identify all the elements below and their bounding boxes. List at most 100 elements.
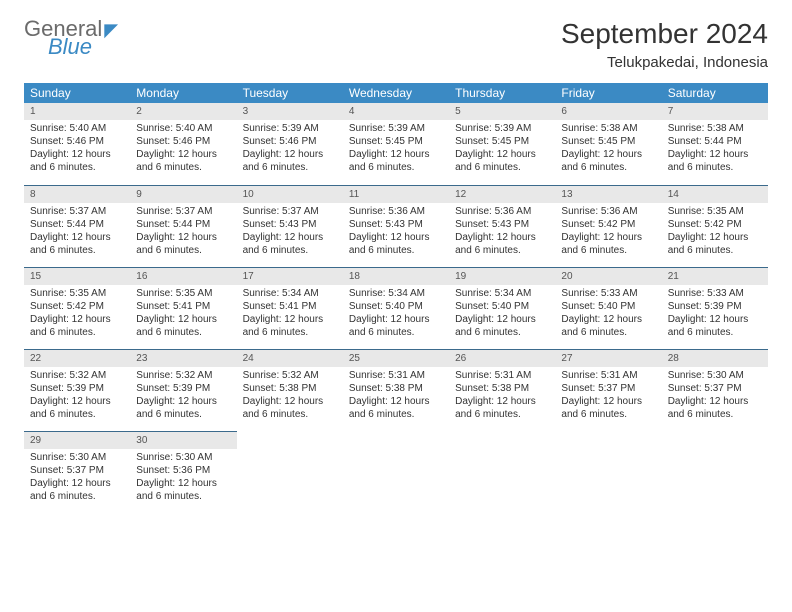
daylight-text: Daylight: 12 hours and 6 minutes. bbox=[455, 395, 549, 421]
sunrise-text: Sunrise: 5:35 AM bbox=[136, 287, 230, 300]
day-number: 22 bbox=[24, 349, 130, 367]
sunset-text: Sunset: 5:43 PM bbox=[243, 218, 337, 231]
sunset-text: Sunset: 5:38 PM bbox=[243, 382, 337, 395]
calendar-cell: 21Sunrise: 5:33 AMSunset: 5:39 PMDayligh… bbox=[662, 267, 768, 349]
calendar-row: 1Sunrise: 5:40 AMSunset: 5:46 PMDaylight… bbox=[24, 103, 768, 185]
calendar-cell: 10Sunrise: 5:37 AMSunset: 5:43 PMDayligh… bbox=[237, 185, 343, 267]
sunrise-text: Sunrise: 5:38 AM bbox=[668, 122, 762, 135]
sunrise-text: Sunrise: 5:32 AM bbox=[243, 369, 337, 382]
calendar-cell bbox=[343, 431, 449, 513]
calendar-cell: 14Sunrise: 5:35 AMSunset: 5:42 PMDayligh… bbox=[662, 185, 768, 267]
day-number: 27 bbox=[555, 349, 661, 367]
daylight-text: Daylight: 12 hours and 6 minutes. bbox=[668, 395, 762, 421]
sunset-text: Sunset: 5:46 PM bbox=[136, 135, 230, 148]
sunset-text: Sunset: 5:41 PM bbox=[243, 300, 337, 313]
daylight-text: Daylight: 12 hours and 6 minutes. bbox=[243, 313, 337, 339]
day-body: Sunrise: 5:35 AMSunset: 5:42 PMDaylight:… bbox=[662, 203, 768, 261]
day-number: 25 bbox=[343, 349, 449, 367]
calendar-cell: 26Sunrise: 5:31 AMSunset: 5:38 PMDayligh… bbox=[449, 349, 555, 431]
sunset-text: Sunset: 5:39 PM bbox=[136, 382, 230, 395]
calendar-row: 22Sunrise: 5:32 AMSunset: 5:39 PMDayligh… bbox=[24, 349, 768, 431]
sunset-text: Sunset: 5:44 PM bbox=[136, 218, 230, 231]
day-body: Sunrise: 5:33 AMSunset: 5:40 PMDaylight:… bbox=[555, 285, 661, 343]
sunset-text: Sunset: 5:37 PM bbox=[561, 382, 655, 395]
day-number: 29 bbox=[24, 431, 130, 449]
day-number: 10 bbox=[237, 185, 343, 203]
sunset-text: Sunset: 5:45 PM bbox=[349, 135, 443, 148]
day-number: 17 bbox=[237, 267, 343, 285]
calendar-cell: 28Sunrise: 5:30 AMSunset: 5:37 PMDayligh… bbox=[662, 349, 768, 431]
day-number: 15 bbox=[24, 267, 130, 285]
day-body: Sunrise: 5:39 AMSunset: 5:45 PMDaylight:… bbox=[343, 120, 449, 178]
sunset-text: Sunset: 5:43 PM bbox=[349, 218, 443, 231]
sunset-text: Sunset: 5:38 PM bbox=[455, 382, 549, 395]
sunrise-text: Sunrise: 5:31 AM bbox=[349, 369, 443, 382]
daylight-text: Daylight: 12 hours and 6 minutes. bbox=[349, 395, 443, 421]
day-body: Sunrise: 5:40 AMSunset: 5:46 PMDaylight:… bbox=[24, 120, 130, 178]
calendar-cell: 5Sunrise: 5:39 AMSunset: 5:45 PMDaylight… bbox=[449, 103, 555, 185]
sunrise-text: Sunrise: 5:36 AM bbox=[561, 205, 655, 218]
sunset-text: Sunset: 5:37 PM bbox=[30, 464, 124, 477]
sunset-text: Sunset: 5:40 PM bbox=[455, 300, 549, 313]
day-body: Sunrise: 5:34 AMSunset: 5:40 PMDaylight:… bbox=[343, 285, 449, 343]
day-body: Sunrise: 5:30 AMSunset: 5:36 PMDaylight:… bbox=[130, 449, 236, 507]
sunrise-text: Sunrise: 5:39 AM bbox=[455, 122, 549, 135]
day-number: 4 bbox=[343, 103, 449, 120]
day-number: 20 bbox=[555, 267, 661, 285]
daylight-text: Daylight: 12 hours and 6 minutes. bbox=[349, 148, 443, 174]
calendar-table: SundayMondayTuesdayWednesdayThursdayFrid… bbox=[24, 83, 768, 513]
sunset-text: Sunset: 5:43 PM bbox=[455, 218, 549, 231]
day-body: Sunrise: 5:37 AMSunset: 5:44 PMDaylight:… bbox=[24, 203, 130, 261]
day-body: Sunrise: 5:32 AMSunset: 5:38 PMDaylight:… bbox=[237, 367, 343, 425]
daylight-text: Daylight: 12 hours and 6 minutes. bbox=[243, 395, 337, 421]
day-body: Sunrise: 5:33 AMSunset: 5:39 PMDaylight:… bbox=[662, 285, 768, 343]
day-body: Sunrise: 5:35 AMSunset: 5:41 PMDaylight:… bbox=[130, 285, 236, 343]
sunrise-text: Sunrise: 5:40 AM bbox=[30, 122, 124, 135]
daylight-text: Daylight: 12 hours and 6 minutes. bbox=[668, 148, 762, 174]
calendar-cell: 8Sunrise: 5:37 AMSunset: 5:44 PMDaylight… bbox=[24, 185, 130, 267]
calendar-row: 8Sunrise: 5:37 AMSunset: 5:44 PMDaylight… bbox=[24, 185, 768, 267]
daylight-text: Daylight: 12 hours and 6 minutes. bbox=[136, 148, 230, 174]
sunset-text: Sunset: 5:40 PM bbox=[561, 300, 655, 313]
calendar-cell: 15Sunrise: 5:35 AMSunset: 5:42 PMDayligh… bbox=[24, 267, 130, 349]
day-body: Sunrise: 5:34 AMSunset: 5:41 PMDaylight:… bbox=[237, 285, 343, 343]
sunrise-text: Sunrise: 5:36 AM bbox=[349, 205, 443, 218]
day-body: Sunrise: 5:38 AMSunset: 5:44 PMDaylight:… bbox=[662, 120, 768, 178]
daylight-text: Daylight: 12 hours and 6 minutes. bbox=[136, 477, 230, 503]
calendar-body: 1Sunrise: 5:40 AMSunset: 5:46 PMDaylight… bbox=[24, 103, 768, 513]
day-body: Sunrise: 5:38 AMSunset: 5:45 PMDaylight:… bbox=[555, 120, 661, 178]
daylight-text: Daylight: 12 hours and 6 minutes. bbox=[668, 231, 762, 257]
day-body: Sunrise: 5:31 AMSunset: 5:37 PMDaylight:… bbox=[555, 367, 661, 425]
calendar-cell: 22Sunrise: 5:32 AMSunset: 5:39 PMDayligh… bbox=[24, 349, 130, 431]
day-body: Sunrise: 5:30 AMSunset: 5:37 PMDaylight:… bbox=[662, 367, 768, 425]
calendar-cell: 23Sunrise: 5:32 AMSunset: 5:39 PMDayligh… bbox=[130, 349, 236, 431]
day-body: Sunrise: 5:35 AMSunset: 5:42 PMDaylight:… bbox=[24, 285, 130, 343]
sunset-text: Sunset: 5:36 PM bbox=[136, 464, 230, 477]
daylight-text: Daylight: 12 hours and 6 minutes. bbox=[243, 148, 337, 174]
day-body: Sunrise: 5:32 AMSunset: 5:39 PMDaylight:… bbox=[130, 367, 236, 425]
daylight-text: Daylight: 12 hours and 6 minutes. bbox=[349, 231, 443, 257]
calendar-cell: 7Sunrise: 5:38 AMSunset: 5:44 PMDaylight… bbox=[662, 103, 768, 185]
sunrise-text: Sunrise: 5:31 AM bbox=[455, 369, 549, 382]
day-body: Sunrise: 5:34 AMSunset: 5:40 PMDaylight:… bbox=[449, 285, 555, 343]
day-number: 1 bbox=[24, 103, 130, 120]
daylight-text: Daylight: 12 hours and 6 minutes. bbox=[455, 148, 549, 174]
sunset-text: Sunset: 5:45 PM bbox=[455, 135, 549, 148]
sunset-text: Sunset: 5:46 PM bbox=[30, 135, 124, 148]
sunset-text: Sunset: 5:45 PM bbox=[561, 135, 655, 148]
calendar-cell: 1Sunrise: 5:40 AMSunset: 5:46 PMDaylight… bbox=[24, 103, 130, 185]
sunrise-text: Sunrise: 5:39 AM bbox=[243, 122, 337, 135]
day-body: Sunrise: 5:31 AMSunset: 5:38 PMDaylight:… bbox=[449, 367, 555, 425]
weekday-header: Sunday bbox=[24, 83, 130, 103]
day-body: Sunrise: 5:30 AMSunset: 5:37 PMDaylight:… bbox=[24, 449, 130, 507]
logo-blue: Blue bbox=[48, 36, 118, 58]
calendar-cell: 17Sunrise: 5:34 AMSunset: 5:41 PMDayligh… bbox=[237, 267, 343, 349]
weekday-header: Monday bbox=[130, 83, 236, 103]
sunrise-text: Sunrise: 5:33 AM bbox=[668, 287, 762, 300]
calendar-cell: 2Sunrise: 5:40 AMSunset: 5:46 PMDaylight… bbox=[130, 103, 236, 185]
sunrise-text: Sunrise: 5:40 AM bbox=[136, 122, 230, 135]
calendar-cell: 4Sunrise: 5:39 AMSunset: 5:45 PMDaylight… bbox=[343, 103, 449, 185]
calendar-cell: 13Sunrise: 5:36 AMSunset: 5:42 PMDayligh… bbox=[555, 185, 661, 267]
daylight-text: Daylight: 12 hours and 6 minutes. bbox=[30, 231, 124, 257]
calendar-cell: 18Sunrise: 5:34 AMSunset: 5:40 PMDayligh… bbox=[343, 267, 449, 349]
